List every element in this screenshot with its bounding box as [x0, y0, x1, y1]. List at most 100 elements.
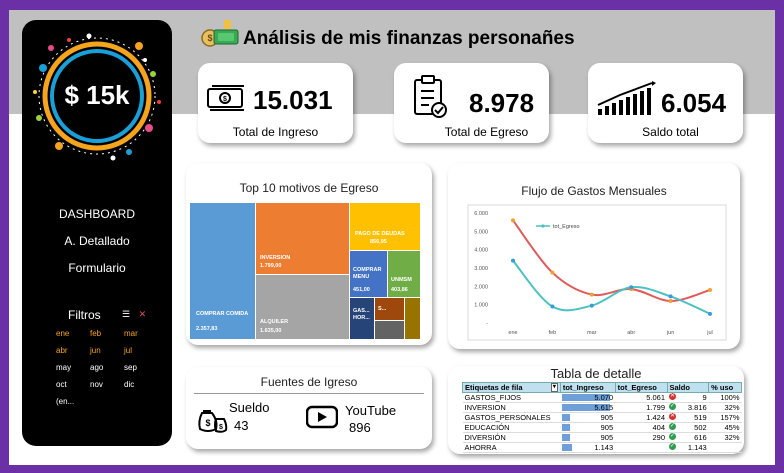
- treemap-item-unmsm[interactable]: UNMSM 403,86: [388, 251, 420, 297]
- legend-marker: [541, 224, 545, 228]
- treemap-value: 1.799,00: [260, 263, 282, 269]
- source-name-sueldo: Sueldo: [229, 400, 270, 415]
- divider: [194, 393, 424, 394]
- treemap-item-pago-deudas[interactable]: PAGO DE DEUDAS 856,95: [350, 203, 420, 250]
- treemap-label: S...: [378, 306, 387, 312]
- col-header-uso: % uso: [708, 382, 742, 393]
- data-point: [668, 294, 673, 299]
- kpi-egreso-label: Total de Egreso: [444, 125, 529, 139]
- svg-text:$: $: [205, 418, 210, 428]
- sidebar: $ 15k DASHBOARD A. Detallado Formulario …: [22, 20, 172, 446]
- row-saldo: ✓ 1.143: [667, 442, 709, 453]
- y-tick-label: -: [486, 321, 488, 327]
- data-point: [668, 299, 673, 303]
- treemap-item-alquiler[interactable]: ALQUILER 1.635,00: [256, 275, 349, 339]
- row-saldo: ✓ 616: [667, 432, 709, 443]
- filter-month-feb[interactable]: feb: [90, 329, 102, 338]
- row-label: INVERSION: [462, 402, 561, 413]
- filter-month-may[interactable]: may: [56, 363, 72, 372]
- treemap-item-other[interactable]: [405, 298, 420, 339]
- nav-dashboard[interactable]: DASHBOARD: [58, 207, 135, 221]
- filter-month-jun[interactable]: jun: [90, 346, 101, 355]
- detail-table: Etiquetas de fila ▾ tot_Ingreso tot_Egre…: [462, 382, 742, 453]
- row-saldo: ✓ 3.816: [667, 402, 709, 413]
- row-egreso: 290: [615, 432, 667, 443]
- filter-month-empty[interactable]: (en...: [56, 397, 75, 406]
- treemap-item-inversion[interactable]: INVERSION 1.799,00: [256, 203, 349, 274]
- source-value-youtube: 896: [349, 420, 371, 435]
- line-chart: 6.000 5.000 4.000 3.000 2.000 1.000 - ene feb mar…: [467, 204, 727, 341]
- data-bar: [562, 444, 573, 451]
- legend-label: tot_Egreso: [553, 224, 580, 230]
- treemap-label: COMPRAR COMIDA: [196, 311, 249, 317]
- filter-month-jul[interactable]: jul: [124, 346, 133, 355]
- col-header-ingreso: tot_Ingreso: [559, 382, 616, 393]
- row-uso: 45%: [708, 422, 742, 433]
- filter-dropdown-icon[interactable]: ▾: [550, 383, 558, 392]
- kpi-egreso-value: 8.978: [469, 88, 535, 118]
- row-label: AHORRA: [462, 442, 561, 453]
- x-tick-label: mar: [587, 330, 597, 336]
- nav-detallado[interactable]: A. Detallado: [64, 234, 130, 248]
- row-uso: 32%: [708, 432, 742, 443]
- data-bar: [562, 434, 571, 441]
- table-header-row: Etiquetas de fila ▾ tot_Ingreso tot_Egre…: [462, 382, 742, 393]
- data-bar: [562, 414, 571, 421]
- nav-formulario[interactable]: Formulario: [68, 261, 126, 275]
- data-point: [708, 311, 712, 316]
- kpi-ingreso-value: 15.031: [253, 85, 333, 115]
- source-name-youtube: YouTube: [345, 403, 397, 418]
- filter-month-abr[interactable]: abr: [56, 346, 68, 355]
- row-saldo: ✕ 9: [667, 392, 709, 403]
- row-uso: [708, 442, 742, 453]
- data-bar: [562, 404, 611, 411]
- treemap-label: COMPRAR MENU: [353, 267, 382, 280]
- kpi-saldo-value: 6.054: [661, 88, 727, 118]
- treemap-item-gas-hor[interactable]: GAS... HOR...: [350, 298, 374, 339]
- filter-controls: ☰ ✕: [122, 309, 146, 320]
- row-saldo: ✕ 519: [667, 412, 709, 423]
- data-point: [708, 288, 712, 292]
- row-label: GASTOS_FIJOS: [462, 392, 561, 403]
- series-line-0: [512, 219, 711, 303]
- line-chart-card: Flujo de Gastos Mensuales 6.000 5.000 4.00…: [448, 163, 740, 349]
- svg-text:$: $: [223, 96, 227, 103]
- table-row: EDUCACIÓN 905 404 ✓ 502 45%: [462, 422, 742, 433]
- filter-month-mar[interactable]: mar: [124, 329, 138, 338]
- filter-month-oct[interactable]: oct: [56, 380, 67, 389]
- filter-month-nov[interactable]: nov: [90, 380, 103, 389]
- treemap-item-comprar-comida[interactable]: COMPRAR COMIDA 2.357,83: [190, 203, 255, 339]
- col-header-egreso: tot_Egreso: [614, 382, 668, 393]
- col-header-label[interactable]: Etiquetas de fila ▾: [462, 382, 561, 393]
- clipboard-check-icon: [412, 75, 448, 124]
- clear-filter-icon[interactable]: ✕: [138, 309, 147, 319]
- table-row: DIVERSIÓN 905 290 ✓ 616 32%: [462, 432, 742, 443]
- treemap-item-s[interactable]: S...: [375, 298, 404, 320]
- x-tick-label: jun: [666, 330, 674, 336]
- data-point: [550, 270, 555, 275]
- table-row: AHORRA 1.143 ✓ 1.143: [462, 442, 742, 453]
- row-egreso: 404: [615, 422, 667, 433]
- treemap-item-other[interactable]: [375, 321, 404, 339]
- filter-month-sep[interactable]: sep: [124, 363, 137, 372]
- line-chart-title: Flujo de Gastos Mensuales: [521, 184, 667, 198]
- money-bags-icon: $ $: [196, 401, 228, 440]
- filter-month-ago[interactable]: ago: [90, 363, 104, 372]
- confetti-ring-graphic: $ 15k: [29, 28, 165, 164]
- row-uso: 100%: [708, 392, 742, 403]
- row-label: GASTOS_PERSONALES: [462, 412, 561, 423]
- treemap-item-comprar-menu[interactable]: COMPRAR MENU 451,00: [350, 251, 387, 297]
- treemap-label: GAS... HOR...: [353, 308, 370, 321]
- filter-month-ene[interactable]: ene: [56, 329, 70, 338]
- table-row: INVERSION 5.615 1.799 ✓ 3.816 32%: [462, 402, 742, 413]
- filter-month-dic[interactable]: dic: [124, 380, 135, 389]
- kpi-saldo-label: Saldo total: [642, 125, 699, 139]
- money-icon: $: [200, 18, 240, 48]
- x-tick-label: abr: [627, 330, 635, 336]
- check-icon: ✓: [669, 403, 676, 410]
- income-sources-card: Fuentes de Igreso $ $ Sueldo 43 YouTube …: [186, 367, 432, 449]
- multiselect-icon[interactable]: ☰: [122, 309, 131, 319]
- youtube-icon: [305, 405, 339, 434]
- table-row: GASTOS_FIJOS 5.070 5.061 ✕ 9 100%: [462, 392, 742, 403]
- treemap-title: Top 10 motivos de Egreso: [239, 181, 379, 195]
